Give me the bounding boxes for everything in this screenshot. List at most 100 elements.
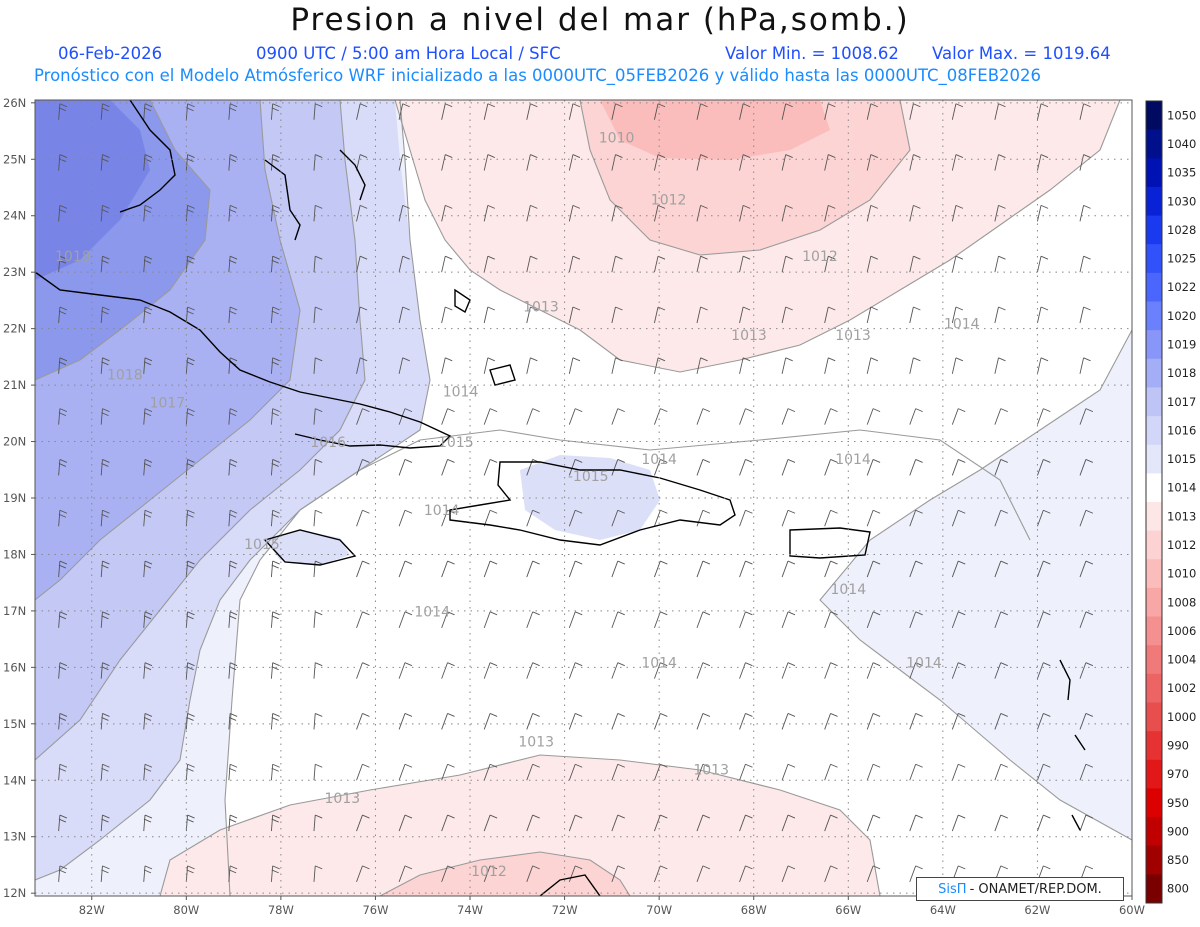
wind-barb <box>526 510 534 527</box>
wind-barb-feather <box>315 154 323 158</box>
wind-barb <box>1079 510 1087 527</box>
wind-barb <box>441 256 446 273</box>
wind-barb <box>483 154 489 171</box>
wind-barb-feather <box>870 357 878 362</box>
colorbar-swatch <box>1146 473 1162 503</box>
wind-barb-feather <box>445 306 453 311</box>
wind-barb-feather <box>745 662 753 667</box>
wind-barb <box>270 510 274 527</box>
wind-barb-feather <box>404 459 413 463</box>
colorbar: 1050 1040 1035 1030 1028 1025 1022 1020 1019 1018… <box>1145 100 1196 904</box>
wind-barb-feather <box>660 763 668 768</box>
wind-barb <box>994 713 1002 730</box>
wind-barb <box>228 611 231 628</box>
wind-barb-feather <box>1043 713 1051 717</box>
wind-barb-feather <box>143 361 152 366</box>
wind-barb-feather <box>229 509 238 514</box>
wind-barb-feather <box>702 560 711 565</box>
wind-barb-feather <box>229 154 238 158</box>
wind-barb-feather <box>229 713 238 717</box>
wind-barb <box>143 713 146 730</box>
wind-barb <box>611 865 619 883</box>
wind-barb <box>270 815 274 832</box>
wind-barb-feather <box>657 103 666 108</box>
wind-barb <box>611 560 619 578</box>
wind-barb-feather <box>187 459 195 463</box>
wind-barb <box>568 408 576 425</box>
wind-barb-feather <box>872 408 881 413</box>
wind-barb-feather <box>1083 154 1091 158</box>
wind-barb <box>398 357 404 374</box>
wind-barb <box>100 662 103 679</box>
wind-barb <box>1037 814 1044 832</box>
wind-barb <box>1079 764 1087 781</box>
wind-barb <box>270 306 274 324</box>
wind-barb-feather <box>958 865 966 870</box>
wind-barb-feather <box>58 107 67 112</box>
wind-barb <box>143 764 146 781</box>
wind-barb-feather <box>828 306 836 311</box>
wind-barb <box>58 815 61 832</box>
wind-barb-feather <box>102 408 110 413</box>
wind-barb <box>483 408 491 425</box>
wind-barb-feather <box>915 408 923 413</box>
wind-barb-feather <box>575 408 583 413</box>
wind-barb <box>739 865 746 883</box>
wind-barb <box>568 306 574 324</box>
lon-label: 74W <box>457 903 483 917</box>
wind-barb-feather <box>187 154 195 158</box>
wind-barb-feather <box>272 865 280 870</box>
wind-barb <box>313 459 316 476</box>
wind-barb <box>313 306 316 324</box>
wind-barb-feather <box>102 204 110 209</box>
lat-label: 15N <box>3 717 26 731</box>
wind-barb-feather <box>575 662 583 667</box>
wind-barb-feather <box>1000 662 1008 667</box>
wind-barb <box>441 865 448 883</box>
wind-barb-feather <box>272 306 280 311</box>
wind-barb <box>1079 560 1087 578</box>
lon-label: 70W <box>646 903 672 917</box>
wind-barb <box>185 408 189 425</box>
wind-barb-feather <box>1000 408 1008 413</box>
wind-barb-feather <box>572 357 581 362</box>
wind-barb <box>1036 103 1042 120</box>
wind-barb-feather <box>228 869 237 874</box>
wind-barb-feather <box>144 611 153 616</box>
lon-label: 62W <box>1024 903 1050 917</box>
wind-barb <box>313 865 316 882</box>
wind-barb <box>483 459 491 476</box>
wind-barb-feather <box>362 408 370 413</box>
wind-barb-feather <box>915 611 923 616</box>
wind-barb-feather <box>362 459 370 463</box>
wind-barb-feather <box>487 306 495 311</box>
shading-1020-west <box>35 100 150 280</box>
wind-barb <box>866 865 874 883</box>
wind-barb <box>270 459 274 476</box>
wind-barb <box>441 205 446 222</box>
wind-barb <box>58 865 61 882</box>
wind-barb <box>356 865 363 883</box>
wind-barb-feather <box>228 717 237 721</box>
coast-lesser-antilles <box>1059 659 1086 831</box>
wind-barb <box>653 103 659 120</box>
wind-barb <box>1079 713 1087 730</box>
wind-barb-feather <box>272 154 280 158</box>
wind-barb-feather <box>787 509 796 514</box>
wind-barb <box>653 154 659 171</box>
wind-barb-feather <box>1043 865 1051 870</box>
wind-barb-feather <box>998 357 1006 362</box>
wind-barb-feather <box>575 611 583 616</box>
colorbar-label: 1018 <box>1167 366 1196 380</box>
wind-barb <box>228 815 231 832</box>
wind-barb-feather <box>144 255 153 260</box>
colorbar-swatch <box>1146 788 1162 818</box>
wind-barbs <box>58 103 1094 883</box>
wind-barb <box>526 408 534 425</box>
isobar-label: 1014 <box>944 317 980 333</box>
isobar-label: 1014 <box>414 605 450 621</box>
coastlines <box>35 100 1086 896</box>
wind-barb-feather <box>870 255 878 260</box>
colorbar-swatch <box>1146 444 1162 474</box>
wind-barb-feather <box>59 306 68 311</box>
